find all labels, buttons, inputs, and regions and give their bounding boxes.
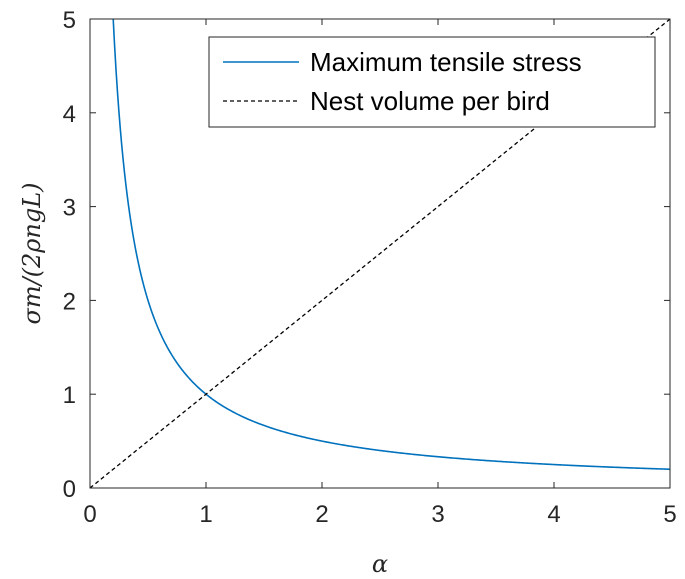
x-tick-label: 5 [663, 501, 676, 528]
y-tick-label: 3 [63, 195, 76, 222]
y-tick-label: 0 [63, 476, 76, 503]
y-tick-label: 5 [63, 7, 76, 34]
y-tick-label: 2 [63, 288, 76, 315]
axis-labels: α σm/(2ρngL) [18, 182, 388, 578]
y-tick-label: 1 [63, 382, 76, 409]
y-tick-label: 4 [63, 101, 76, 128]
legend-box [208, 36, 656, 128]
x-tick-label: 1 [199, 501, 212, 528]
x-tick-label: 3 [431, 501, 444, 528]
legend-label: Nest volume per bird [310, 86, 550, 116]
plot-area [90, 19, 670, 488]
axes-frame [89, 18, 671, 489]
axes: 0 1 2 3 4 5 0 1 2 3 4 5 [63, 7, 677, 528]
legend-label: Maximum tensile stress [310, 47, 582, 77]
x-axis-label: α [372, 550, 388, 578]
x-tick-label: 0 [83, 501, 96, 528]
x-tick-label: 4 [547, 501, 560, 528]
y-axis-label: σm/(2ρngL) [18, 182, 46, 324]
legend: Maximum tensile stress Nest volume per bi… [208, 36, 656, 128]
x-tick-label: 2 [315, 501, 328, 528]
series-line-1 [90, 19, 670, 488]
